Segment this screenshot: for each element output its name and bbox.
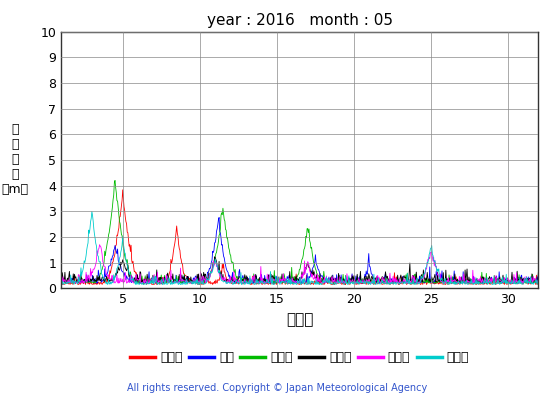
X-axis label: （日）: （日） [286,312,314,327]
Legend: 上ノ国, 唐桑, 石廂崎, 経ヶ尌, 生月島, 屋久島: 上ノ国, 唐桑, 石廂崎, 経ヶ尌, 生月島, 屋久島 [125,346,474,369]
Text: All rights reserved. Copyright © Japan Meteorological Agency: All rights reserved. Copyright © Japan M… [128,383,427,393]
Title: year : 2016   month : 05: year : 2016 month : 05 [206,13,393,28]
Y-axis label: 有
義
波
高
（m）: 有 義 波 高 （m） [2,124,29,196]
